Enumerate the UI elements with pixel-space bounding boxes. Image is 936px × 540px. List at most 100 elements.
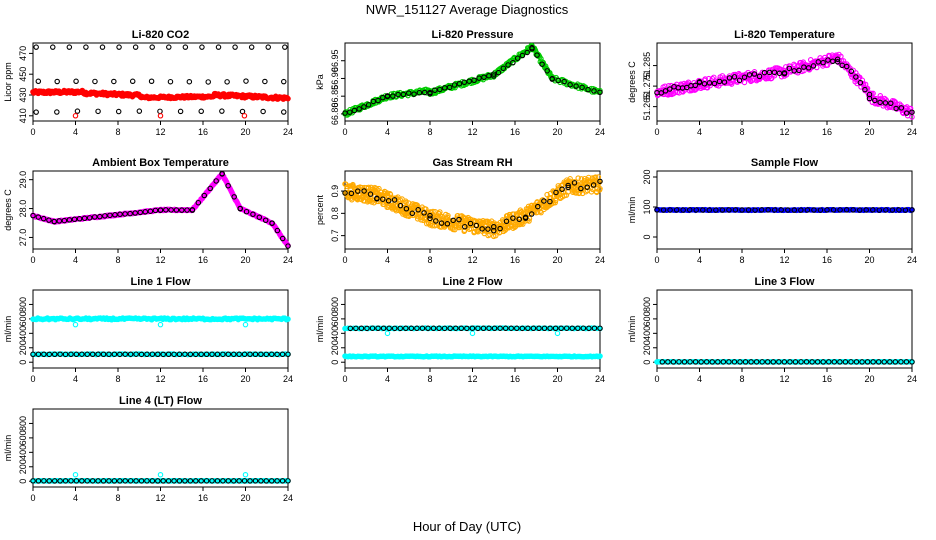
chart-panel-5: Gas Stream RH 0 4 8 12 16 20 24 0.7 0.8 0.9 percent [315,157,605,265]
data-point [122,478,128,484]
data-point [432,87,438,94]
data-point [68,478,74,484]
data-point [230,478,237,484]
x-tick-label: 24 [283,493,293,503]
y-tick-label: 0 [642,360,652,365]
data-point [54,109,60,115]
data-point [857,79,864,86]
x-tick-label: 20 [240,374,250,384]
data-point [776,359,782,365]
x-tick-label: 12 [779,255,789,265]
data-point [117,211,123,218]
x-tick-label: 16 [822,374,832,384]
data-point [660,207,667,213]
data-point [386,325,392,332]
x-tick-label: 20 [552,374,562,384]
data-point [182,478,188,484]
data-point [681,359,688,365]
data-point [580,325,587,331]
data-point [411,91,417,97]
y-tick-label: 200 [18,340,28,355]
data-point [62,478,69,484]
y-tick-label: 600 [330,311,340,326]
data-point [817,207,824,213]
data-point [842,359,849,365]
data-point [84,351,91,358]
data-point [144,478,150,484]
data-point [198,108,204,115]
y-tick-label: 410 [18,108,28,123]
data-point [850,207,856,213]
data-point [380,94,386,101]
data-point [863,207,869,213]
data-point [122,211,128,217]
panel-title: Sample Flow [751,157,819,169]
data-point [731,359,738,365]
x-tick-label: 0 [30,493,35,503]
data-point [127,478,134,484]
data-point [46,217,52,223]
y-tick-label: 0.9 [330,185,340,198]
data-point [876,207,883,213]
y-tick-label: 27.0 [18,229,28,247]
y-tick-label: 51.285 [642,52,652,80]
data-point [280,78,287,85]
data-point [219,170,225,177]
x-tick-label: 12 [467,127,477,137]
data-point [666,86,673,92]
data-point [243,78,249,84]
data-point [547,198,553,205]
data-point [456,216,462,223]
x-tick-label: 8 [115,255,120,265]
data-point [155,351,161,357]
data-point [199,44,205,50]
data-point [72,113,79,119]
data-point [578,185,584,192]
y-tick-label: 800 [642,297,652,312]
data-point [490,223,497,230]
data-point [157,207,164,213]
data-point [248,44,255,50]
data-point [193,351,199,358]
data-point [176,351,183,358]
data-point [715,359,721,365]
y-axis-label: ml/min [627,316,637,343]
data-point [155,478,161,484]
data-point [214,478,221,484]
data-point [791,207,798,213]
data-point [555,77,561,84]
data-point [853,74,859,80]
y-axis-label: ml/min [3,316,13,343]
data-point [225,351,232,357]
data-point [834,58,841,65]
y-tick-label: 51.275 [642,72,652,100]
panel-title: Gas Stream RH [432,157,512,169]
data-point [441,85,448,91]
data-point [215,44,222,50]
data-point [732,207,739,213]
x-tick-label: 24 [595,127,605,137]
x-tick-label: 0 [654,255,659,265]
y-tick-label: 0 [18,360,28,365]
data-point [569,325,576,331]
data-point [165,478,172,484]
data-point [268,351,275,358]
data-point [97,213,103,220]
x-tick-label: 8 [115,493,120,503]
data-point [761,69,768,76]
y-tick-label: 0 [18,479,28,484]
data-point [225,182,231,189]
data-point [243,208,250,215]
data-point [872,97,878,104]
y-tick-label: 600 [18,311,28,326]
data-point [137,209,144,216]
data-point [133,351,139,357]
data-point [887,100,894,107]
data-point [561,78,567,85]
data-point [247,478,253,484]
data-point [909,359,915,365]
data-point [73,351,80,358]
data-point [590,182,597,188]
data-point [864,85,871,92]
